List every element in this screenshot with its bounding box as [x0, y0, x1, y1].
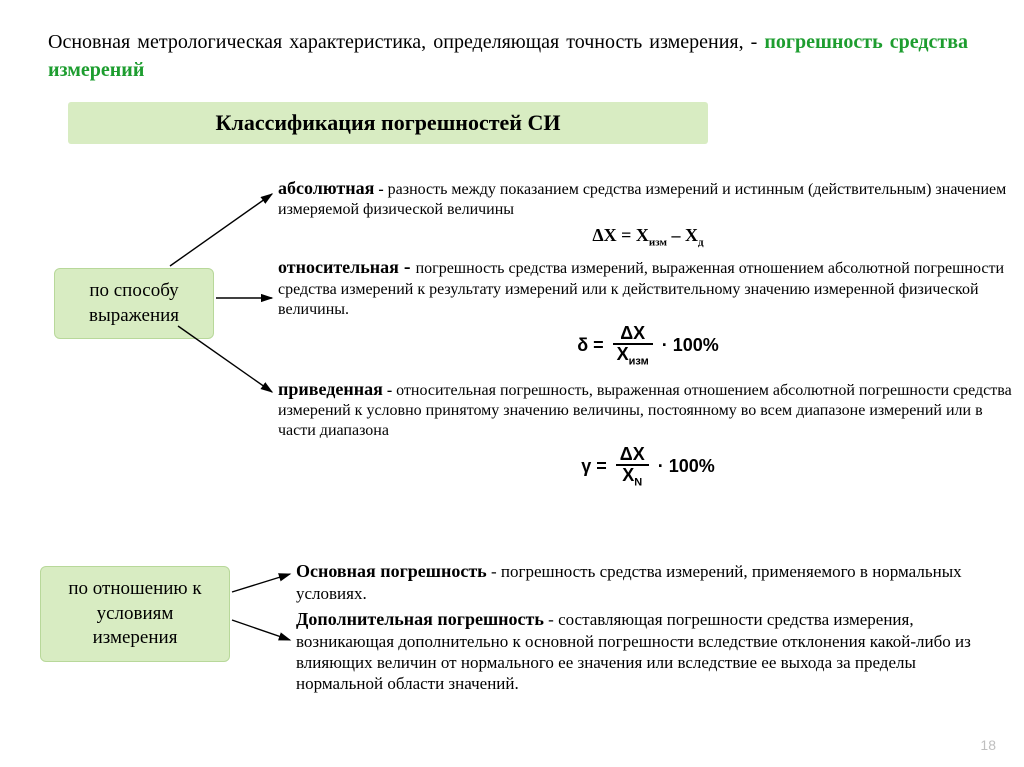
intro-prefix: Основная метрологическая характеристика,… [48, 31, 764, 53]
dash: - [544, 610, 558, 629]
term-absolute: абсолютная [278, 178, 374, 198]
formula-absolute: ΔX = Xизм – Xд [278, 224, 1018, 250]
formula-lhs: ΔX = X [592, 225, 649, 245]
formula-mid: – X [667, 225, 698, 245]
dash: - [374, 181, 387, 198]
formula-sub2: д [698, 237, 704, 249]
arrow-to-absolute [170, 194, 272, 266]
term-basic: Основная погрешность [296, 561, 487, 581]
page-number: 18 [980, 737, 996, 753]
desc-lead: р [388, 181, 396, 198]
dash: - [487, 562, 501, 581]
formula-eq: = [591, 456, 612, 476]
term-relative: относительная [278, 257, 399, 277]
formula-relative: δ = ΔXXизм · 100% [278, 324, 1018, 368]
formula-tail: · 100% [653, 456, 715, 476]
fraction: ΔXXN [616, 445, 649, 489]
def-relative: относительная - погрешность средства изм… [278, 255, 1018, 374]
den-sub: N [634, 476, 642, 488]
formula-tail: · 100% [657, 335, 719, 355]
category-box-expression: по способу выражения [54, 268, 214, 339]
def-basic-error: Основная погрешность - погрешность средс… [296, 560, 996, 604]
arrow-to-additional [232, 620, 290, 640]
frac-num: ΔX [616, 445, 649, 466]
formula-sym: δ [577, 335, 588, 355]
term-reduced: приведенная [278, 379, 383, 399]
def-additional-error: Дополнительная погрешность - составляюща… [296, 608, 996, 694]
den-sub: изм [629, 355, 649, 367]
arrow-to-basic [232, 574, 290, 592]
frac-num: ΔX [613, 324, 653, 345]
term-additional: Дополнительная погрешность [296, 609, 544, 629]
den-main: X [617, 344, 629, 364]
frac-den: XN [616, 466, 649, 489]
den-main: X [622, 465, 634, 485]
fraction: ΔXXизм [613, 324, 653, 368]
category-box-conditions: по отношению к условиям измерения [40, 566, 230, 662]
formula-reduced: γ = ΔXXN · 100% [278, 445, 1018, 489]
def-reduced: приведенная - относительная погрешность,… [278, 378, 1018, 495]
formula-sym: γ [581, 456, 591, 476]
formula-sub1: изм [649, 237, 667, 249]
dash: - [399, 256, 416, 278]
def-absolute: абсолютная - разность между показанием с… [278, 177, 1018, 256]
frac-den: Xизм [613, 345, 653, 368]
dash: - [383, 382, 396, 399]
intro-text: Основная метрологическая характеристика,… [48, 28, 968, 84]
section-title: Классификация погрешностей СИ [68, 102, 708, 144]
formula-eq: = [588, 335, 609, 355]
